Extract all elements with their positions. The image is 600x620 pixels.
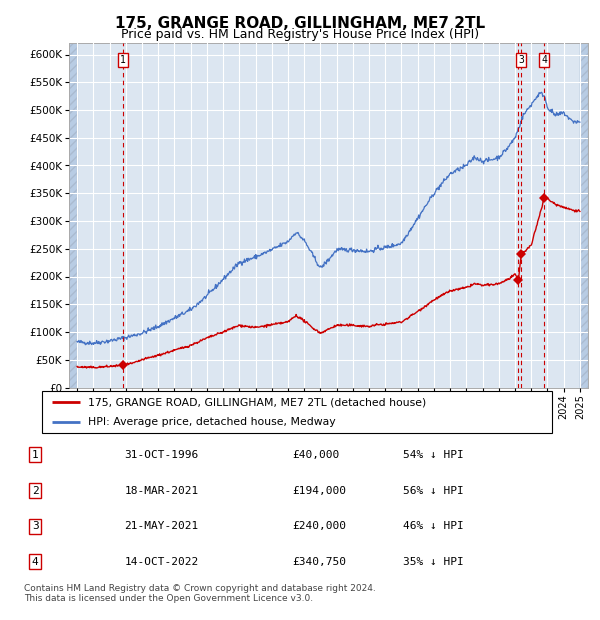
Text: 18-MAR-2021: 18-MAR-2021 — [124, 485, 199, 495]
Text: 31-OCT-1996: 31-OCT-1996 — [124, 450, 199, 460]
Text: HPI: Average price, detached house, Medway: HPI: Average price, detached house, Medw… — [88, 417, 335, 427]
Text: 175, GRANGE ROAD, GILLINGHAM, ME7 2TL (detached house): 175, GRANGE ROAD, GILLINGHAM, ME7 2TL (d… — [88, 397, 426, 407]
Text: Contains HM Land Registry data © Crown copyright and database right 2024.
This d: Contains HM Land Registry data © Crown c… — [24, 584, 376, 603]
Text: 3: 3 — [518, 55, 524, 65]
Text: 1: 1 — [32, 450, 38, 460]
Text: 4: 4 — [32, 557, 38, 567]
Text: 54% ↓ HPI: 54% ↓ HPI — [403, 450, 464, 460]
Text: 14-OCT-2022: 14-OCT-2022 — [124, 557, 199, 567]
Text: 2: 2 — [32, 485, 38, 495]
Text: 4: 4 — [541, 55, 547, 65]
Text: 46% ↓ HPI: 46% ↓ HPI — [403, 521, 464, 531]
Bar — [69, 43, 77, 388]
Text: 1: 1 — [120, 55, 126, 65]
Text: 3: 3 — [32, 521, 38, 531]
Text: 175, GRANGE ROAD, GILLINGHAM, ME7 2TL: 175, GRANGE ROAD, GILLINGHAM, ME7 2TL — [115, 16, 485, 30]
Bar — [580, 43, 588, 388]
Text: £40,000: £40,000 — [292, 450, 339, 460]
Text: £340,750: £340,750 — [292, 557, 346, 567]
Text: 21-MAY-2021: 21-MAY-2021 — [124, 521, 199, 531]
Text: £240,000: £240,000 — [292, 521, 346, 531]
Text: 56% ↓ HPI: 56% ↓ HPI — [403, 485, 464, 495]
Text: 35% ↓ HPI: 35% ↓ HPI — [403, 557, 464, 567]
Bar — [580, 43, 588, 388]
Bar — [69, 43, 77, 388]
Text: £194,000: £194,000 — [292, 485, 346, 495]
Text: Price paid vs. HM Land Registry's House Price Index (HPI): Price paid vs. HM Land Registry's House … — [121, 28, 479, 41]
